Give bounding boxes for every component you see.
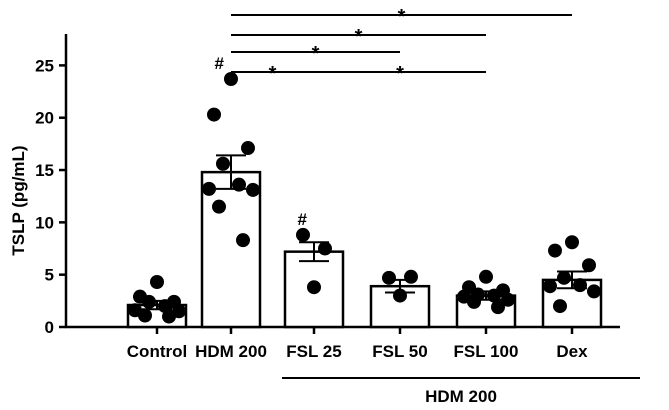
data-point (543, 279, 557, 294)
data-point (491, 300, 505, 315)
data-point (479, 269, 493, 284)
significance-asterisk: * (396, 63, 404, 85)
data-point (582, 258, 596, 273)
data-point (202, 181, 216, 196)
data-point (236, 233, 250, 248)
group-label: HDM 200 (425, 387, 497, 406)
data-point (246, 182, 260, 197)
data-point (162, 309, 176, 324)
data-point (318, 241, 332, 256)
data-point (393, 288, 407, 303)
y-tick-label: 0 (45, 318, 54, 337)
data-point (553, 299, 567, 314)
significance-asterisk: * (398, 6, 406, 28)
y-tick-label: 15 (35, 161, 54, 180)
data-point (232, 177, 246, 192)
data-point (241, 141, 255, 156)
data-point (565, 235, 579, 250)
bar (200, 170, 262, 329)
data-point (142, 294, 156, 309)
data-point (138, 308, 152, 323)
x-tick-label: FSL 25 (286, 342, 341, 361)
data-point (224, 71, 238, 86)
data-point (487, 288, 501, 303)
data-point (212, 199, 226, 214)
y-axis-label: TSLP (pg/mL) (9, 145, 28, 255)
x-tick-label: HDM 200 (195, 342, 267, 361)
data-point (501, 292, 515, 307)
data-point (307, 280, 321, 295)
y-tick-label: 20 (35, 109, 54, 128)
x-tick-label: FSL 50 (372, 342, 427, 361)
data-point (382, 270, 396, 285)
y-tick-label: 10 (35, 213, 54, 232)
x-tick-label: FSL 100 (454, 342, 519, 361)
significance-hash: # (297, 210, 307, 229)
data-point (573, 278, 587, 293)
data-point (216, 156, 230, 171)
data-point (548, 243, 562, 258)
data-point (587, 284, 601, 299)
significance-asterisk: * (355, 26, 363, 48)
data-point (150, 275, 164, 290)
x-tick-label: Control (127, 342, 187, 361)
data-point (404, 269, 418, 284)
data-point (207, 107, 221, 122)
y-tick-label: 5 (45, 266, 54, 285)
data-point (557, 270, 571, 285)
x-tick-label: Dex (556, 342, 588, 361)
data-point (467, 294, 481, 309)
significance-hash: # (214, 54, 224, 73)
data-point (296, 227, 310, 242)
significance-asterisk: * (269, 63, 277, 85)
y-tick-label: 25 (35, 56, 54, 75)
significance-asterisk: * (312, 43, 320, 65)
